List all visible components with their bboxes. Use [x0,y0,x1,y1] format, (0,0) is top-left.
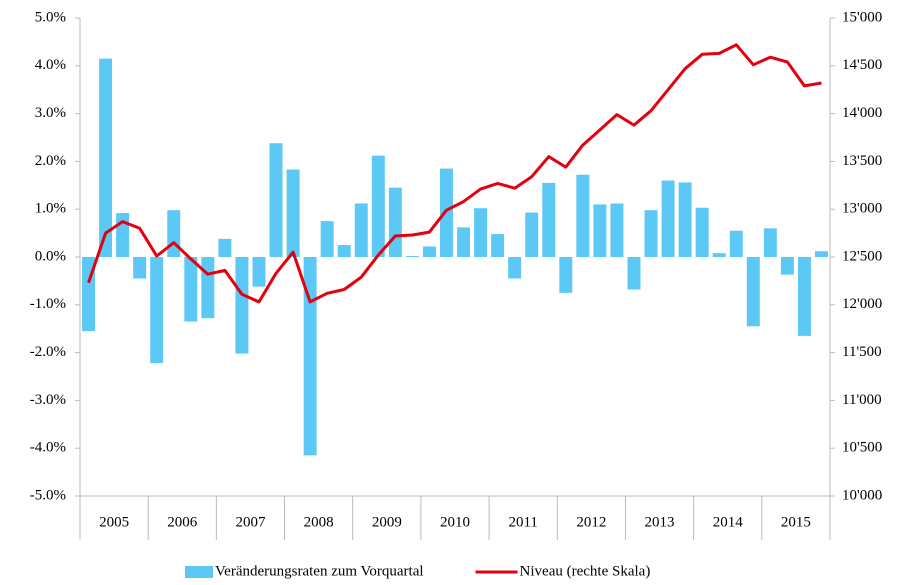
bar [525,212,539,257]
y2-tick-label: 11'000 [842,392,882,408]
bar [627,257,641,290]
bar [593,204,607,257]
bar [644,210,658,257]
y2-tick-label: 10'000 [842,487,882,503]
x-tick-label: 2006 [167,514,198,530]
bar [576,174,590,257]
y-tick-label: -5.0% [30,487,66,503]
y2-tick-label: 12'500 [842,248,882,264]
bar [320,221,334,257]
legend-swatch [185,566,213,578]
legend-label: Niveau (rechte Skala) [520,563,651,579]
bar [422,246,436,257]
x-tick-label: 2013 [645,514,675,530]
bar [167,210,181,257]
bar [133,257,147,279]
y2-tick-label: 14'500 [842,57,882,73]
x-tick-label: 2009 [372,514,402,530]
x-tick-label: 2012 [576,514,606,530]
bar [405,256,419,257]
legend-label: Veränderungsraten zum Vorquartal [215,563,424,579]
bar [201,257,215,319]
bar [610,203,624,257]
y-tick-label: 4.0% [35,57,66,73]
x-tick-label: 2008 [304,514,334,530]
bar [218,238,232,257]
bar [388,187,402,257]
bar [695,207,709,257]
y2-tick-label: 13'500 [842,153,882,169]
y-tick-label: -3.0% [30,392,66,408]
y-tick-label: 1.0% [35,201,66,217]
y-tick-label: -2.0% [30,344,66,360]
y2-tick-label: 13'000 [842,201,882,217]
bar [815,251,828,257]
y-tick-label: 0.0% [35,248,66,264]
y-tick-label: -1.0% [30,296,66,312]
y-tick-label: 5.0% [35,9,66,25]
bar [729,230,743,257]
bar [354,203,368,257]
y-tick-label: -4.0% [30,440,66,456]
x-tick-label: 2014 [713,514,744,530]
y2-tick-label: 10'500 [842,440,882,456]
bar [252,257,266,287]
y2-tick-label: 15'000 [842,9,882,25]
bar [491,234,505,257]
y2-tick-label: 11'500 [842,344,882,360]
x-tick-label: 2007 [235,514,266,530]
bar [661,180,675,257]
y2-tick-label: 12'000 [842,296,882,312]
line [87,43,822,304]
x-tick-label: 2005 [99,514,129,530]
x-tick-label: 2011 [508,514,537,530]
bar [286,169,300,257]
bar [559,257,573,293]
bar [797,257,811,336]
y-tick-label: 3.0% [35,105,66,121]
bar [508,257,522,279]
bar [269,143,283,257]
bar [474,208,488,257]
bar [303,257,317,456]
y2-tick-label: 14'000 [842,105,882,121]
bar [542,182,556,257]
bar [371,155,385,257]
bar [116,213,130,257]
bar [763,228,777,257]
bar [457,227,470,257]
bar [184,257,198,322]
x-tick-label: 2015 [781,514,811,530]
bar [712,253,726,257]
bar [780,257,794,275]
y-tick-label: 2.0% [35,153,66,169]
bar [678,182,692,257]
bar [235,257,249,354]
x-tick-label: 2010 [440,514,470,530]
bar [746,257,760,327]
bar [150,257,164,364]
bar [440,168,453,257]
bar [337,245,351,257]
bar [99,58,113,257]
